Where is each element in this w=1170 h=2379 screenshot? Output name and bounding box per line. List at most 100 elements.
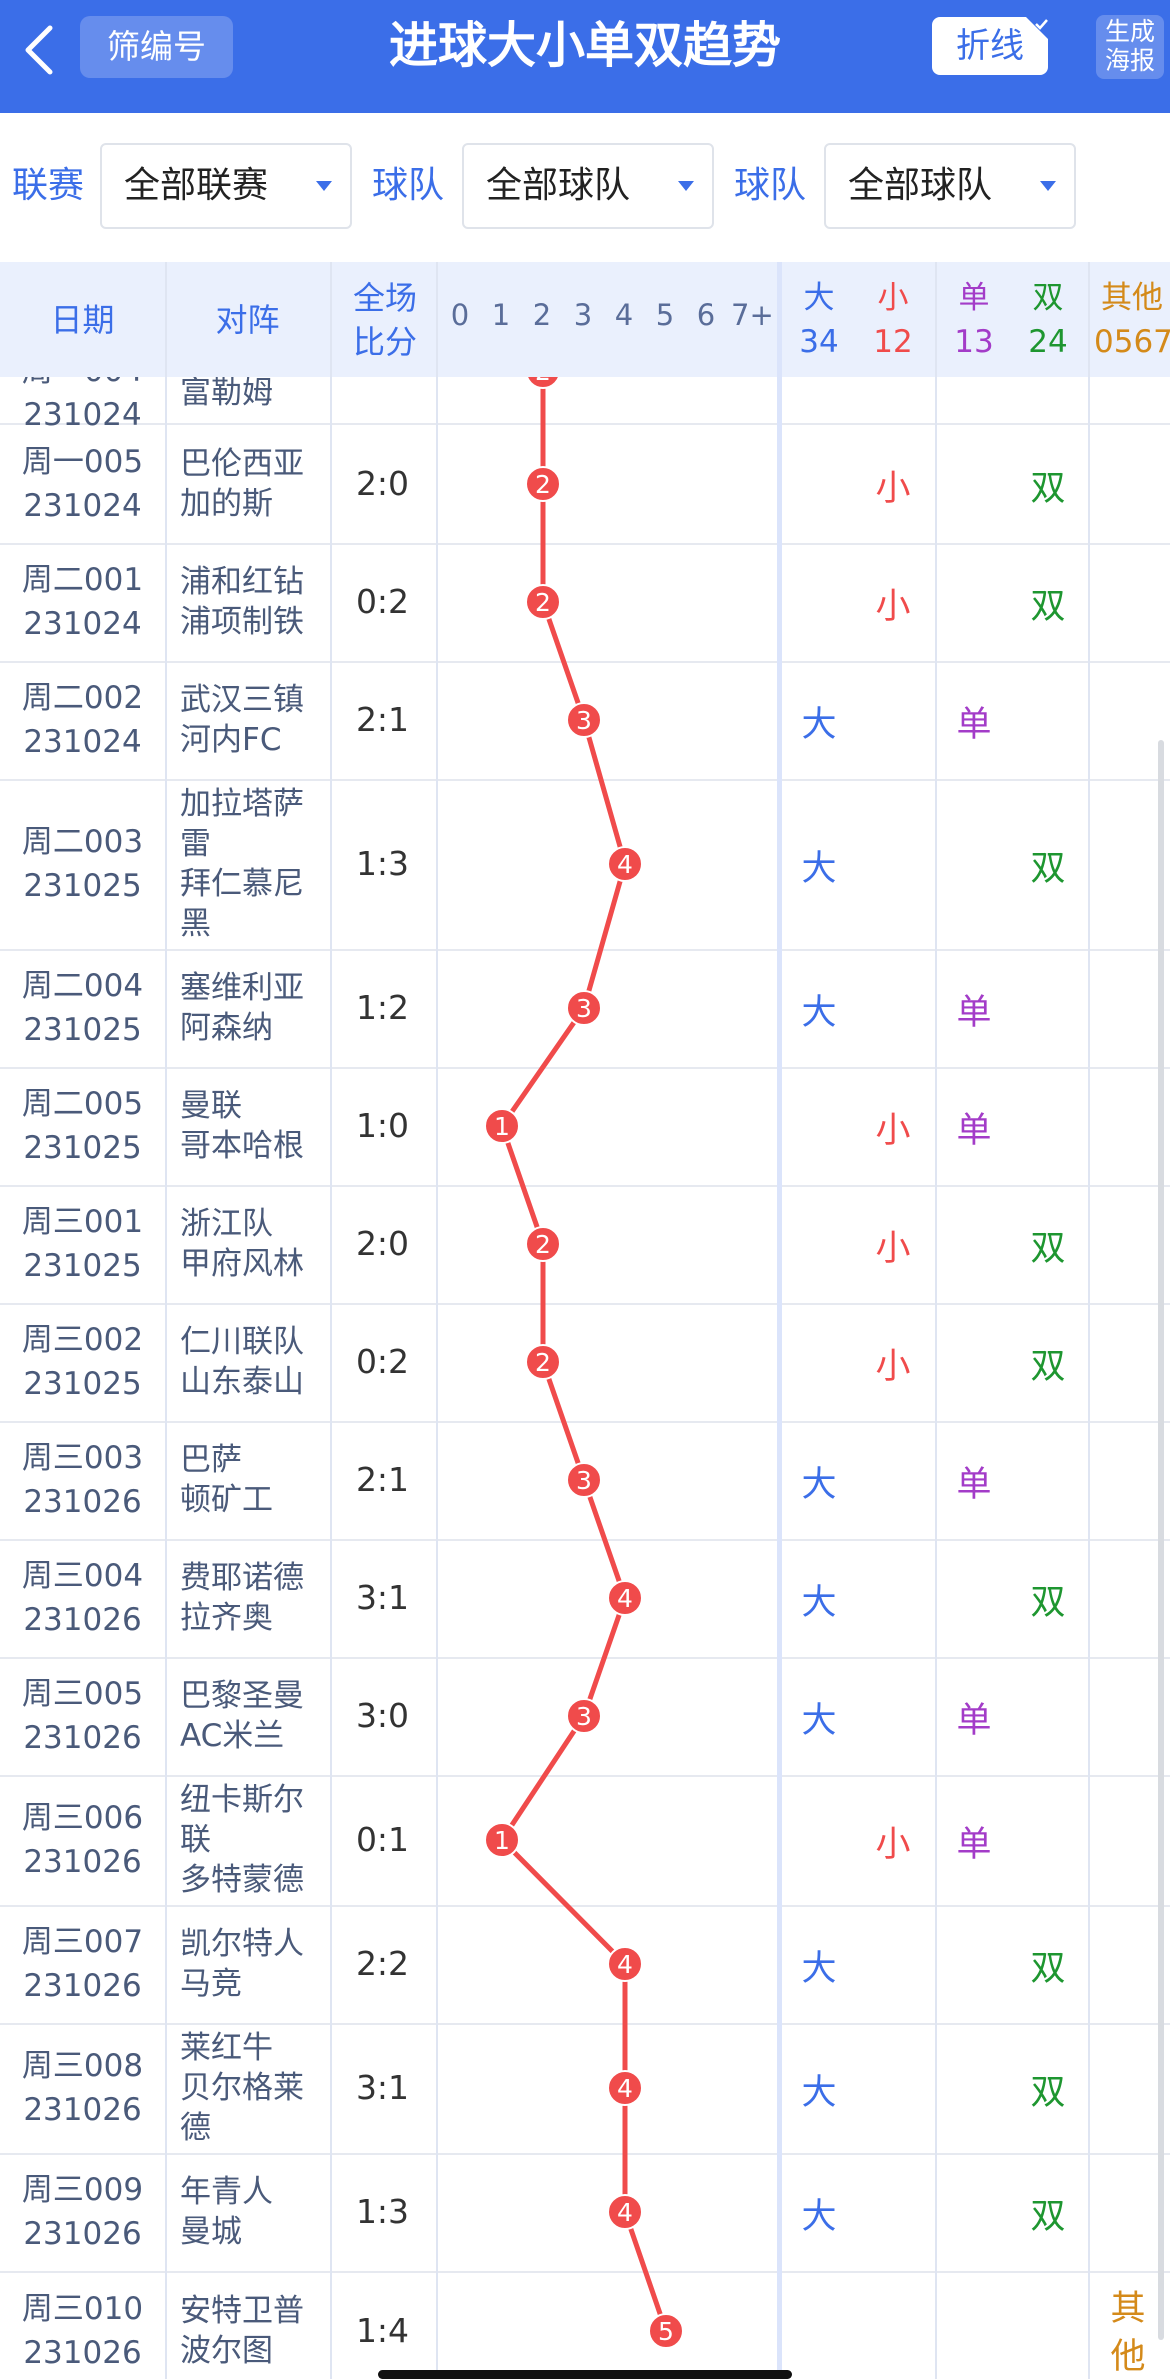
table-row[interactable]: 周三010 231026 安特卫普 波尔图 1:4 其他 — [0, 2271, 1170, 2379]
check-corner-icon — [1024, 15, 1050, 41]
match-number: 周三004 — [21, 1558, 144, 1594]
header-big-label: 大 — [803, 280, 835, 316]
odd-mark: 单 — [956, 1111, 992, 1151]
home-team: 仁川联队 — [180, 1324, 304, 1360]
away-team: 拉齐奥 — [180, 1600, 273, 1636]
match-teams-cell: 浦和红钻 浦项制铁 — [180, 562, 320, 642]
match-date-cell: 周二001 231024 — [0, 558, 165, 646]
away-team: 富勒姆 — [180, 377, 273, 411]
line-chart-toggle-button[interactable]: 折线 — [932, 15, 1050, 75]
match-date: 231026 — [23, 1844, 142, 1880]
even-mark: 双 — [1030, 1229, 1066, 1269]
match-number: 周三006 — [21, 1800, 144, 1836]
column-divider — [436, 262, 438, 2379]
goal-point-label: 1 — [494, 1826, 510, 1855]
table-row[interactable]: 周三002 231025 仁川联队 山东泰山 0:2 小 双 — [0, 1303, 1170, 1423]
match-date-cell: 周一004 231024 — [0, 377, 165, 437]
home-team: 塞维利亚 — [180, 970, 304, 1006]
header-odd-count: 13 — [954, 324, 994, 360]
home-team: 浙江队 — [180, 1206, 273, 1242]
goal-point — [566, 990, 602, 1026]
match-date: 231025 — [23, 1248, 142, 1284]
table-row[interactable]: 周三007 231026 凯尔特人 马竞 2:2 大 双 — [0, 1905, 1170, 2025]
column-divider — [935, 262, 937, 2379]
match-teams-cell: 巴黎圣曼 AC米兰 — [180, 1676, 320, 1756]
table-row[interactable]: 周二001 231024 浦和红钻 浦项制铁 0:2 小 双 — [0, 543, 1170, 663]
match-date-cell: 周三001 231025 — [0, 1200, 165, 1288]
table-row[interactable]: 周二002 231024 武汉三镇 河内FC 2:1 大 单 — [0, 661, 1170, 781]
away-team: 马竞 — [180, 1966, 242, 2002]
over-mark: 大 — [801, 1583, 837, 1623]
header-small: 小 12 — [855, 276, 931, 364]
match-number: 周二004 — [21, 968, 144, 1004]
goal-tick-label: 3 — [573, 298, 593, 332]
header-other-count: 0567 — [1094, 324, 1170, 360]
odd-mark: 单 — [956, 705, 992, 745]
goal-point-label: 3 — [576, 1466, 592, 1495]
match-teams-cell: 年青人 曼城 — [180, 2172, 320, 2252]
home-team: 安特卫普 — [180, 2293, 304, 2329]
table-row[interactable]: 周三009 231026 年青人 曼城 1:3 大 双 — [0, 2153, 1170, 2273]
away-team: 阿森纳 — [180, 1010, 273, 1046]
goal-point-label: 2 — [535, 588, 551, 617]
goal-point-label: 5 — [658, 2317, 674, 2346]
match-number: 周三010 — [21, 2291, 144, 2327]
match-date-cell: 周二004 231025 — [0, 964, 165, 1052]
match-number: 周二003 — [21, 824, 144, 860]
table-row[interactable]: 周三003 231026 巴萨 顿矿工 2:1 大 单 — [0, 1421, 1170, 1541]
even-mark: 双 — [1030, 469, 1066, 509]
team-select-2[interactable]: 全部球队 — [824, 143, 1076, 229]
header-small-label: 小 — [877, 280, 909, 316]
home-team: 巴黎圣曼 — [180, 1678, 304, 1714]
team-select-2-value: 全部球队 — [848, 165, 993, 206]
away-team: 拜仁慕尼黑 — [180, 866, 304, 942]
under-mark: 小 — [875, 1825, 911, 1865]
column-divider — [777, 262, 782, 2379]
match-number: 周三008 — [21, 2048, 144, 2084]
team-select-1-value: 全部球队 — [486, 165, 631, 206]
over-mark: 大 — [801, 705, 837, 745]
table-row[interactable]: 周三001 231025 浙江队 甲府风林 2:0 小 双 — [0, 1185, 1170, 1305]
table-row[interactable]: 周一004 231024 富勒姆 — [0, 377, 1170, 433]
header-other-label: 其他 — [1101, 280, 1163, 316]
match-date-cell: 周三008 231026 — [0, 2044, 165, 2132]
table-row[interactable]: 周二005 231025 曼联 哥本哈根 1:0 小 单 — [0, 1067, 1170, 1187]
match-teams-cell: 巴萨 顿矿工 — [180, 1440, 320, 1520]
filter-number-button[interactable]: 筛编号 — [80, 16, 233, 78]
trend-table-body[interactable]: 周一004231024富勒姆周一005231024巴伦西亚加的斯2:0小双周二0… — [0, 377, 1170, 2379]
goal-point — [525, 584, 561, 620]
goal-point — [566, 702, 602, 738]
header-date: 日期 — [50, 300, 115, 339]
goal-point — [648, 2313, 684, 2349]
filter-label-team-1: 球队 — [372, 165, 445, 206]
table-row[interactable]: 周三006 231026 纽卡斯尔联 多特蒙德 0:1 小 单 — [0, 1775, 1170, 1907]
league-select[interactable]: 全部联赛 — [100, 143, 352, 229]
full-time-score: 2:0 — [355, 1224, 410, 1263]
header-odd: 单 13 — [936, 276, 1012, 364]
header-big: 大 34 — [781, 276, 857, 364]
over-mark: 大 — [801, 1701, 837, 1741]
home-team: 纽卡斯尔联 — [180, 1782, 304, 1858]
table-row[interactable]: 周三004 231026 费耶诺德 拉齐奥 3:1 大 双 — [0, 1539, 1170, 1659]
home-team: 加拉塔萨雷 — [180, 786, 304, 862]
table-row[interactable]: 周二004 231025 塞维利亚 阿森纳 1:2 大 单 — [0, 949, 1170, 1069]
match-teams-cell: 富勒姆 — [180, 377, 320, 413]
home-indicator — [378, 2370, 792, 2379]
table-row[interactable]: 周三005 231026 巴黎圣曼 AC米兰 3:0 大 单 — [0, 1657, 1170, 1777]
goal-point — [526, 377, 560, 389]
even-mark: 双 — [1030, 1347, 1066, 1387]
even-mark: 双 — [1030, 1583, 1066, 1623]
table-row[interactable]: 周二003 231025 加拉塔萨雷 拜仁慕尼黑 1:3 大 双 — [0, 779, 1170, 951]
match-date-cell: 周二003 231025 — [0, 820, 165, 908]
match-date: 231024 — [23, 397, 142, 433]
table-row[interactable]: 周一005 231024 巴伦西亚 加的斯 2:0 小 双 — [0, 425, 1170, 545]
match-teams-cell: 凯尔特人 马竞 — [180, 1924, 320, 2004]
line-chart-toggle-label: 折线 — [956, 26, 1024, 66]
scrollbar[interactable] — [1158, 740, 1164, 2340]
table-row[interactable]: 周三008 231026 莱红牛 贝尔格莱德 3:1 大 双 — [0, 2023, 1170, 2155]
generate-poster-button[interactable]: 生成海报 — [1096, 15, 1164, 79]
team-select-1[interactable]: 全部球队 — [462, 143, 714, 229]
goal-point — [607, 2194, 643, 2230]
goal-point — [484, 1108, 520, 1144]
back-icon[interactable] — [14, 20, 74, 80]
